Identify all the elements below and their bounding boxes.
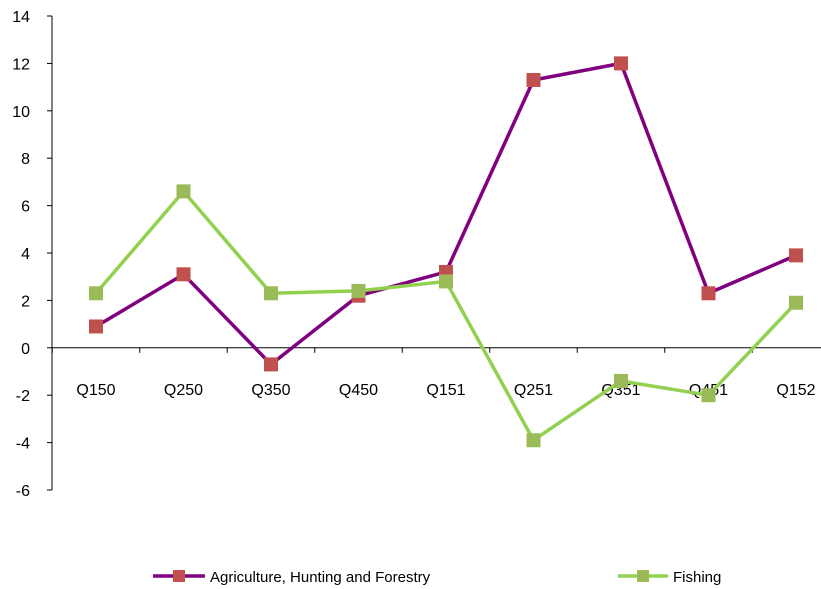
series-1 [89,56,803,372]
y-tick-label: 14 [12,9,30,26]
data-point [789,295,803,310]
y-tick-label: 2 [21,293,30,310]
x-tick-label: Q251 [514,382,553,399]
data-point [176,267,191,282]
y-tick-label: -6 [16,483,30,500]
data-point [701,286,716,301]
x-tick-label: Q350 [251,382,290,399]
data-point [526,72,541,87]
legend-label: Agriculture, Hunting and Forestry [210,569,431,586]
legend: Agriculture, Hunting and Forestry Fishing [153,569,721,586]
series-2 [89,184,803,448]
axes: -6 -4 -2 0 2 4 6 8 10 12 14 Q150 Q250 Q350 Q450 Q151 Q25… [12,9,821,500]
y-tick-label: 4 [21,246,30,263]
data-point [614,56,628,71]
y-tick-label: 10 [12,104,30,121]
data-point [264,357,278,372]
series-line [94,189,798,442]
legend-item-2: Fishing [618,569,721,586]
y-tick-label: 12 [12,56,30,73]
y-tick-label: 0 [21,341,30,358]
data-point [439,274,453,289]
y-tick-label: -2 [16,388,30,405]
data-point [789,248,803,263]
legend-marker [637,570,649,582]
data-point [614,373,628,388]
legend-marker [173,570,185,582]
y-tick-label: 8 [21,151,30,168]
series-layer [89,56,803,448]
data-point [264,286,278,301]
data-point [176,184,191,199]
x-tick-label: Q152 [776,382,815,399]
x-tick-label: Q450 [339,382,378,399]
y-tick-label: 6 [21,199,30,216]
legend-label: Fishing [673,569,721,586]
data-point [701,388,716,403]
data-point [89,286,103,301]
data-point [351,283,366,298]
y-tick-label: -4 [16,436,30,453]
x-tick-label: Q150 [76,382,115,399]
x-tick-label: Q250 [164,382,203,399]
x-tick-label: Q151 [426,382,465,399]
legend-item-1: Agriculture, Hunting and Forestry [153,569,431,586]
data-point [89,319,103,334]
data-point [526,433,541,448]
